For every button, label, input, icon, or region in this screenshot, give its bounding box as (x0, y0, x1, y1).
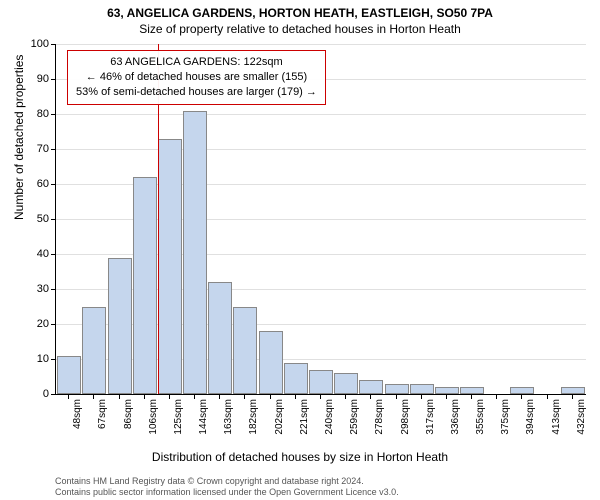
ytick-label: 10 (37, 353, 49, 365)
ytick-mark (51, 149, 56, 150)
xtick-label: 106sqm (148, 399, 159, 435)
xtick-mark (471, 394, 472, 399)
ytick-mark (51, 219, 56, 220)
xtick-label: 317sqm (425, 399, 436, 435)
ytick-label: 60 (37, 178, 49, 190)
xtick-mark (295, 394, 296, 399)
histogram-bar (108, 258, 132, 395)
ytick-label: 0 (43, 388, 49, 400)
ytick-label: 100 (31, 38, 49, 50)
xtick-label: 298sqm (400, 399, 411, 435)
xtick-label: 202sqm (274, 399, 285, 435)
xtick-mark (421, 394, 422, 399)
xtick-mark (320, 394, 321, 399)
y-axis-label: Number of detached properties (12, 55, 26, 220)
xtick-label: 67sqm (97, 399, 108, 429)
chart-plot-area: 63 ANGELICA GARDENS: 122sqm ← 46% of det… (55, 44, 585, 394)
ytick-label: 50 (37, 213, 49, 225)
xtick-label: 182sqm (248, 399, 259, 435)
annotation-line-1: 63 ANGELICA GARDENS: 122sqm (76, 55, 317, 70)
ytick-mark (51, 114, 56, 115)
ytick-label: 30 (37, 283, 49, 295)
xtick-mark (496, 394, 497, 399)
xtick-mark (345, 394, 346, 399)
ytick-mark (51, 44, 56, 45)
xtick-mark (396, 394, 397, 399)
ytick-label: 40 (37, 248, 49, 260)
histogram-bar (410, 384, 434, 395)
xtick-mark (572, 394, 573, 399)
ytick-mark (51, 184, 56, 185)
xtick-label: 336sqm (450, 399, 461, 435)
histogram-bar (435, 387, 459, 394)
histogram-bar (82, 307, 106, 395)
annotation-line-3: 53% of semi-detached houses are larger (… (76, 85, 317, 100)
xtick-mark (68, 394, 69, 399)
footer-attribution: Contains HM Land Registry data © Crown c… (0, 476, 600, 499)
histogram-bar (359, 380, 383, 394)
xtick-label: 86sqm (123, 399, 134, 429)
ytick-label: 90 (37, 73, 49, 85)
xtick-label: 144sqm (198, 399, 209, 435)
xtick-label: 125sqm (173, 399, 184, 435)
ytick-label: 20 (37, 318, 49, 330)
histogram-bar (334, 373, 358, 394)
histogram-bar (510, 387, 534, 394)
xtick-label: 278sqm (374, 399, 385, 435)
histogram-bar (158, 139, 182, 395)
chart-container: 63, ANGELICA GARDENS, HORTON HEATH, EAST… (0, 0, 600, 500)
ytick-mark (51, 79, 56, 80)
xtick-label: 221sqm (299, 399, 310, 435)
ytick-mark (51, 359, 56, 360)
histogram-bar (309, 370, 333, 395)
histogram-bar (460, 387, 484, 394)
annotation-box: 63 ANGELICA GARDENS: 122sqm ← 46% of det… (67, 50, 326, 105)
chart-title-address: 63, ANGELICA GARDENS, HORTON HEATH, EAST… (0, 0, 600, 20)
xtick-mark (119, 394, 120, 399)
xtick-label: 240sqm (324, 399, 335, 435)
xtick-label: 432sqm (576, 399, 587, 435)
xtick-label: 355sqm (475, 399, 486, 435)
xtick-mark (144, 394, 145, 399)
xtick-label: 48sqm (72, 399, 83, 429)
histogram-bar (183, 111, 207, 395)
ytick-mark (51, 324, 56, 325)
histogram-bar (284, 363, 308, 395)
ytick-mark (51, 394, 56, 395)
gridline (56, 44, 586, 45)
chart-title-subtitle: Size of property relative to detached ho… (0, 20, 600, 40)
xtick-mark (270, 394, 271, 399)
xtick-mark (194, 394, 195, 399)
annotation-line-2: ← 46% of detached houses are smaller (15… (76, 70, 317, 85)
xtick-mark (169, 394, 170, 399)
xtick-mark (521, 394, 522, 399)
ytick-mark (51, 289, 56, 290)
histogram-bar (259, 331, 283, 394)
histogram-bar (133, 177, 157, 394)
footer-line-2: Contains public sector information licen… (55, 487, 600, 498)
histogram-bar (233, 307, 257, 395)
histogram-bar (561, 387, 585, 394)
xtick-label: 413sqm (551, 399, 562, 435)
xtick-label: 375sqm (500, 399, 511, 435)
gridline (56, 149, 586, 150)
histogram-bar (57, 356, 81, 395)
x-axis-label: Distribution of detached houses by size … (0, 450, 600, 464)
ytick-mark (51, 254, 56, 255)
xtick-mark (370, 394, 371, 399)
xtick-mark (93, 394, 94, 399)
xtick-label: 163sqm (223, 399, 234, 435)
xtick-mark (446, 394, 447, 399)
histogram-bar (208, 282, 232, 394)
xtick-label: 259sqm (349, 399, 360, 435)
histogram-bar (385, 384, 409, 395)
xtick-mark (244, 394, 245, 399)
footer-line-1: Contains HM Land Registry data © Crown c… (55, 476, 600, 487)
xtick-label: 394sqm (525, 399, 536, 435)
gridline (56, 114, 586, 115)
ytick-label: 70 (37, 143, 49, 155)
xtick-mark (547, 394, 548, 399)
xtick-mark (219, 394, 220, 399)
ytick-label: 80 (37, 108, 49, 120)
